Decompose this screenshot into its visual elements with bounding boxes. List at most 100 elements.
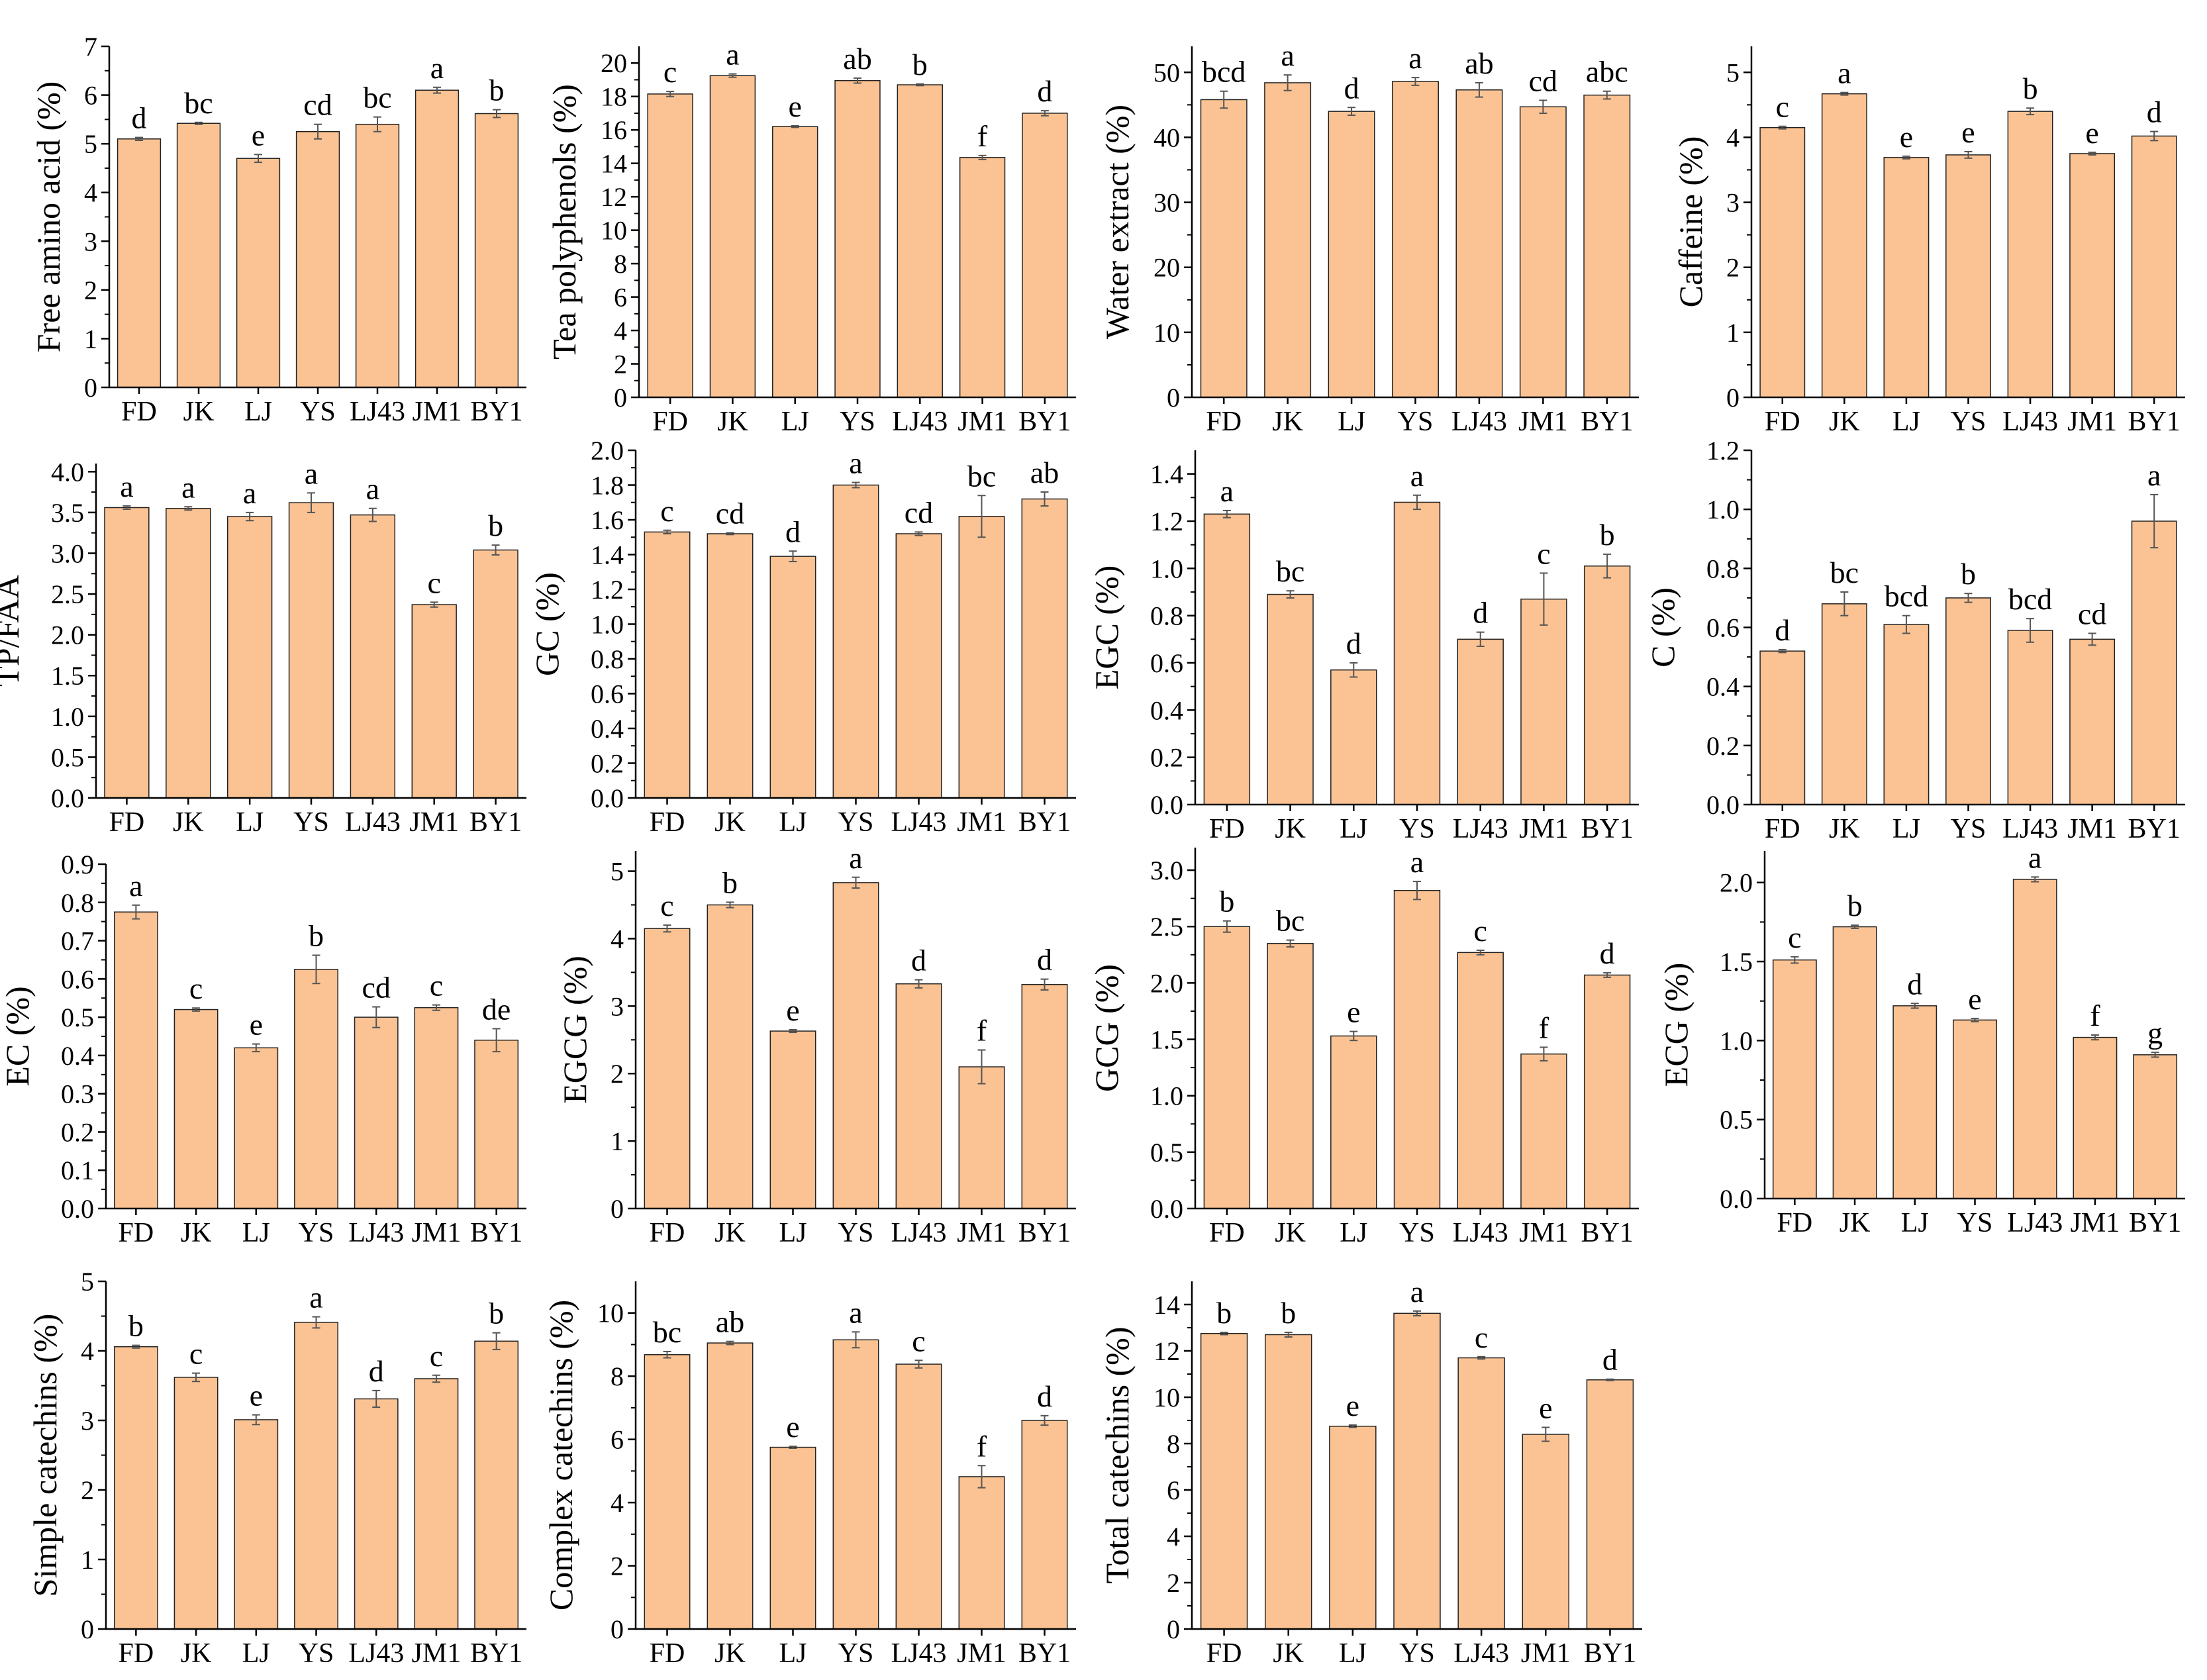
chart-panel-14: bc FD ab JK e LJ a YS c LJ43 f JM1 d BY1 0 2 4 6 8 10 Comple… xyxy=(542,1281,1076,1669)
y-tick-label: 18 xyxy=(601,82,627,112)
y-tick-label: 1.0 xyxy=(1150,554,1183,583)
y-axis-label: TP/FAA xyxy=(0,575,26,687)
x-tick-label-JK: JK xyxy=(1272,407,1303,437)
y-tick-label: 4 xyxy=(611,924,624,954)
error-bar-BY1 xyxy=(1603,553,1612,579)
x-tick-label-LJ: LJ xyxy=(1892,814,1920,844)
y-tick-label: 1.0 xyxy=(591,610,624,640)
x-tick-label-LJ43: LJ43 xyxy=(892,407,948,437)
error-bar-FD xyxy=(1790,956,1799,964)
significance-letter-JK: bc xyxy=(184,86,213,120)
error-bar-JM1 xyxy=(977,495,986,538)
x-tick-label-YS: YS xyxy=(838,1218,874,1248)
y-tick-label: 10 xyxy=(1153,318,1180,348)
bar-LJ43 xyxy=(350,514,396,799)
x-tick-label-JK: JK xyxy=(1275,814,1306,844)
x-tick-label-BY1: BY1 xyxy=(1018,1638,1071,1669)
x-tick-label-YS: YS xyxy=(300,397,336,427)
error-bar-FD xyxy=(663,529,671,534)
significance-letter-LJ43: a xyxy=(366,472,379,506)
error-bar-JK xyxy=(726,1340,734,1346)
x-tick-label-LJ: LJ xyxy=(781,407,809,437)
bar-JK xyxy=(173,1377,219,1630)
bar-YS xyxy=(294,969,338,1209)
bar-JK xyxy=(707,533,754,799)
x-tick-label-JM1: JM1 xyxy=(409,807,459,838)
y-tick-label: 20 xyxy=(601,48,627,78)
significance-letter-JM1: f xyxy=(977,1014,987,1048)
y-tick-label: 5 xyxy=(1726,58,1740,87)
significance-letter-YS: a xyxy=(309,1281,322,1314)
y-tick-label: 0.4 xyxy=(1706,672,1740,702)
error-bar-JK xyxy=(1840,591,1849,617)
error-bar-YS xyxy=(1411,77,1420,86)
x-tick-label-LJ43: LJ43 xyxy=(348,1218,404,1248)
significance-letter-LJ: d xyxy=(1907,967,1922,1001)
y-tick-label: 0.7 xyxy=(61,926,94,956)
significance-letter-FD: b xyxy=(1216,1296,1232,1330)
significance-letter-JM1: f xyxy=(977,119,988,153)
bar-JM1 xyxy=(2069,153,2116,398)
x-tick-label-JM1: JM1 xyxy=(957,1638,1006,1669)
error-bar-JK xyxy=(728,73,737,78)
bar-LJ xyxy=(1883,157,1930,398)
significance-letter-LJ: e xyxy=(789,89,802,123)
x-tick-label-BY1: BY1 xyxy=(1018,407,1071,437)
significance-letter-BY1: b xyxy=(1600,518,1615,552)
x-tick-label-JK: JK xyxy=(1273,1638,1304,1669)
significance-letter-BY1: ab xyxy=(1030,456,1059,489)
y-tick-label: 2 xyxy=(614,350,627,379)
y-tick-label: 3 xyxy=(81,1406,94,1436)
y-tick-label: 3.0 xyxy=(1150,856,1183,885)
bar-BY1 xyxy=(2131,135,2177,398)
error-bar-LJ xyxy=(254,154,262,164)
y-tick-label: 0.0 xyxy=(1720,1184,1753,1214)
x-tick-label-LJ43: LJ43 xyxy=(1451,407,1507,437)
x-tick-label-LJ: LJ xyxy=(1339,1638,1367,1669)
bar-JM1 xyxy=(959,157,1006,398)
significance-letter-JM1: a xyxy=(430,51,444,85)
x-tick-label-JM1: JM1 xyxy=(957,1218,1006,1248)
y-tick-label: 5 xyxy=(84,129,97,159)
error-bar-LJ xyxy=(252,1414,260,1426)
y-tick-label: 8 xyxy=(1167,1429,1180,1459)
y-tick-label: 1.0 xyxy=(1706,495,1740,524)
significance-letter-JK: a xyxy=(181,470,195,504)
significance-letter-LJ: a xyxy=(243,476,256,510)
y-tick-label: 0.2 xyxy=(591,749,624,779)
error-bar-LJ43 xyxy=(914,1359,923,1369)
error-bar-YS xyxy=(852,876,860,889)
bar-LJ xyxy=(1328,111,1375,398)
y-tick-label: 2 xyxy=(1726,253,1740,283)
bar-YS xyxy=(834,79,881,398)
significance-letter-YS: a xyxy=(1410,845,1424,879)
error-bar-LJ43 xyxy=(372,1389,381,1408)
y-tick-label: 40 xyxy=(1153,123,1180,152)
x-tick-label-FD: FD xyxy=(1206,407,1242,437)
bar-LJ xyxy=(1883,624,1930,805)
bar-YS xyxy=(1393,501,1441,805)
y-tick-label: 7 xyxy=(84,32,97,62)
significance-letter-LJ43: c xyxy=(912,1324,925,1358)
y-tick-label: 20 xyxy=(1153,253,1180,283)
x-tick-label-BY1: BY1 xyxy=(470,1638,522,1669)
error-bar-LJ43 xyxy=(1476,949,1485,956)
y-tick-label: 0 xyxy=(611,1194,624,1224)
x-tick-label-LJ43: LJ43 xyxy=(348,1638,404,1669)
significance-letter-LJ: e xyxy=(1900,120,1913,154)
chart-panel-9: a FD c JK e LJ b YS cd LJ43 c JM1 de BY1 0.0 0.1 0.2 0.3 0… xyxy=(0,850,526,1248)
x-tick-label-JK: JK xyxy=(1829,407,1860,437)
bar-YS xyxy=(288,502,334,799)
x-tick-label-YS: YS xyxy=(838,1638,874,1669)
bar-FD xyxy=(644,928,691,1209)
bar-LJ xyxy=(234,1419,279,1630)
bar-YS xyxy=(1953,1019,1997,1199)
y-tick-label: 50 xyxy=(1153,58,1180,87)
significance-letter-JM1: cd xyxy=(2078,597,2106,630)
y-tick-label: 0.4 xyxy=(1150,695,1183,725)
significance-letter-FD: b xyxy=(1219,885,1234,918)
y-axis-label: Complex catechins (%) xyxy=(542,1300,579,1610)
bar-YS xyxy=(1393,1312,1441,1630)
y-tick-label: 0.0 xyxy=(1150,1194,1183,1224)
x-tick-label-JK: JK xyxy=(717,407,748,437)
